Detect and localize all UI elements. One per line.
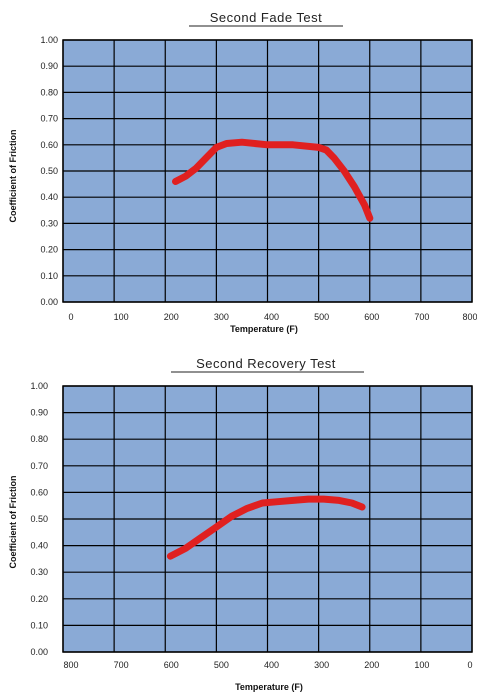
y-tick-label: 0.90 — [40, 61, 58, 71]
x-tick-label: 100 — [114, 312, 129, 322]
x-tick-label: 100 — [414, 660, 429, 670]
x-tick-label: 0 — [467, 660, 472, 670]
y-tick-label: 0.90 — [30, 408, 48, 418]
y-tick-label: 0.10 — [30, 620, 48, 630]
x-tick-label: 700 — [114, 660, 129, 670]
chart-title: Second Recovery Test — [196, 356, 336, 371]
series-line — [166, 495, 366, 560]
x-tick-label: 200 — [164, 312, 179, 322]
x-tick-label: 600 — [164, 660, 179, 670]
x-tick-label: 400 — [264, 660, 279, 670]
x-tick-label: 400 — [264, 312, 279, 322]
x-tick-label: 600 — [364, 312, 379, 322]
x-tick-label: 800 — [63, 660, 78, 670]
y-tick-label: 0.60 — [40, 140, 58, 150]
y-tick-label: 0.50 — [30, 514, 48, 524]
x-tick-label: 300 — [214, 312, 229, 322]
y-axis-label: Coefficient of Friction — [8, 476, 18, 569]
y-tick-label: 0.00 — [30, 647, 48, 657]
y-tick-label: 0.30 — [40, 218, 58, 228]
x-tick-label: 0 — [68, 312, 73, 322]
chart-title: Second Fade Test — [210, 10, 323, 25]
x-tick-label: 500 — [214, 660, 229, 670]
x-tick-label: 800 — [462, 312, 477, 322]
y-tick-label: 0.00 — [40, 297, 58, 307]
y-tick-label: 0.20 — [30, 594, 48, 604]
y-tick-label: 0.50 — [40, 166, 58, 176]
x-tick-label: 300 — [314, 660, 329, 670]
plot-area — [62, 39, 473, 303]
y-tick-label: 0.80 — [30, 434, 48, 444]
x-tick-label: 500 — [314, 312, 329, 322]
y-ticks: 0.00 0.10 0.20 0.30 0.40 0.50 0.60 0.70 0.80 0.90… — [30, 381, 48, 657]
chart-fade: Second Fade Test 0.00 0.10 0.20 0.30 0.40 0.5… — [8, 10, 477, 334]
x-axis-label: Temperature (F) — [230, 324, 298, 334]
plot-area — [62, 385, 473, 653]
x-axis-label: Temperature (F) — [235, 682, 303, 692]
chart-recovery: Second Recovery Test 0.00 0.10 0.20 0.30 0.4… — [8, 356, 473, 692]
y-tick-label: 0.60 — [30, 487, 48, 497]
x-tick-label: 200 — [364, 660, 379, 670]
y-axis-label: Coefficient of Friction — [8, 130, 18, 223]
y-tick-label: 1.00 — [40, 35, 58, 45]
x-tick-label: 700 — [414, 312, 429, 322]
x-ticks: 0 100 200 300 400 500 600 700 800 — [68, 312, 477, 322]
y-tick-label: 0.30 — [30, 567, 48, 577]
y-tick-label: 0.10 — [40, 271, 58, 281]
y-ticks: 0.00 0.10 0.20 0.30 0.40 0.50 0.60 0.70 0.80 0.90… — [40, 35, 58, 307]
y-tick-label: 0.40 — [30, 541, 48, 551]
y-tick-label: 0.80 — [40, 87, 58, 97]
y-tick-label: 0.70 — [40, 114, 58, 124]
y-tick-label: 0.20 — [40, 245, 58, 255]
y-tick-label: 0.70 — [30, 461, 48, 471]
y-tick-label: 1.00 — [30, 381, 48, 391]
series-line — [172, 138, 374, 222]
y-tick-label: 0.40 — [40, 192, 58, 202]
x-ticks: 800 700 600 500 400 300 200 100 0 — [63, 660, 472, 670]
